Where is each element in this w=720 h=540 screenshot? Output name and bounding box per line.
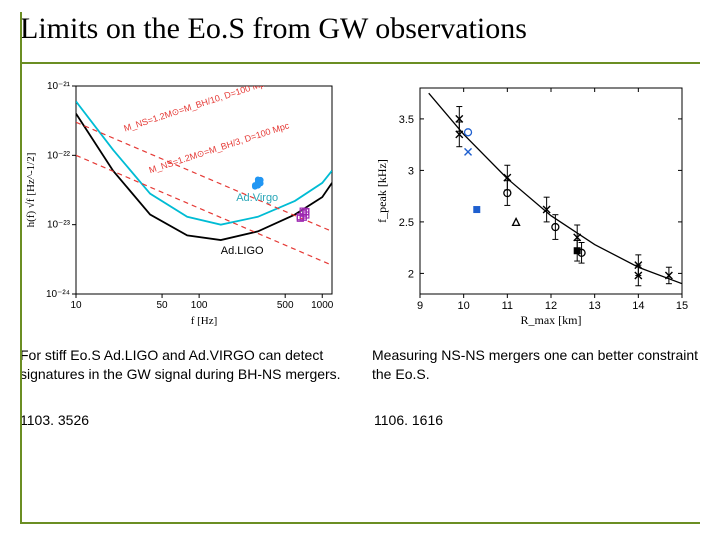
svg-text:9: 9 (417, 300, 423, 312)
right-chart-svg: 9 10 11 12 13 14 15 2 2.5 3 3.5 R_max [km] f_peak [k… (372, 78, 692, 328)
slide-bottom-rule (20, 522, 700, 524)
svg-text:13: 13 (589, 300, 601, 312)
svg-text:10: 10 (458, 300, 470, 312)
svg-text:500: 500 (277, 300, 294, 311)
svg-text:10⁻²³: 10⁻²³ (47, 220, 71, 231)
svg-text:11: 11 (502, 300, 513, 312)
svg-text:10⁻²²: 10⁻²² (47, 150, 71, 161)
svg-text:10⁻²⁴: 10⁻²⁴ (46, 289, 70, 300)
svg-text:Ad.Virgo: Ad.Virgo (236, 192, 278, 204)
svg-text:Ad.LIGO: Ad.LIGO (221, 245, 264, 257)
svg-text:3: 3 (408, 165, 414, 177)
svg-text:2.5: 2.5 (399, 217, 414, 229)
svg-text:10: 10 (70, 300, 82, 311)
svg-text:10⁻²¹: 10⁻²¹ (47, 81, 71, 92)
svg-text:2: 2 (408, 268, 414, 280)
svg-text:h(f) √f [Hz^-1/2]: h(f) √f [Hz^-1/2] (25, 153, 37, 228)
left-caption: For stiff Eo.S Ad.LIGO and Ad.VIRGO can … (20, 346, 348, 384)
svg-text:f_peak [kHz]: f_peak [kHz] (375, 159, 389, 223)
left-chart: 10 50 100 500 1000 10⁻²⁴ 10⁻²³ 10⁻²² 10⁻²¹ f [Hz]… (20, 78, 340, 328)
right-ref: 1106. 1616 (374, 412, 700, 428)
title-rule (20, 62, 700, 64)
svg-text:3.5: 3.5 (399, 114, 414, 126)
right-chart: 9 10 11 12 13 14 15 2 2.5 3 3.5 R_max [km] f_peak [k… (372, 78, 692, 328)
svg-text:12: 12 (545, 300, 557, 312)
right-column: 9 10 11 12 13 14 15 2 2.5 3 3.5 R_max [km] f_peak [k… (372, 78, 700, 428)
svg-text:50: 50 (156, 300, 168, 311)
svg-text:1000: 1000 (311, 300, 334, 311)
left-column: 10 50 100 500 1000 10⁻²⁴ 10⁻²³ 10⁻²² 10⁻²¹ f [Hz]… (20, 78, 348, 428)
slide-title: Limits on the Eo.S from GW observations (20, 12, 700, 52)
svg-text:R_max [km]: R_max [km] (521, 313, 582, 327)
left-ref: 1103. 3526 (20, 412, 348, 428)
svg-text:100: 100 (191, 300, 208, 311)
svg-text:14: 14 (632, 300, 644, 312)
svg-text:f [Hz]: f [Hz] (191, 315, 218, 327)
right-caption: Measuring NS-NS mergers one can better c… (372, 346, 700, 384)
left-chart-svg: 10 50 100 500 1000 10⁻²⁴ 10⁻²³ 10⁻²² 10⁻²¹ f [Hz]… (20, 78, 340, 328)
columns: 10 50 100 500 1000 10⁻²⁴ 10⁻²³ 10⁻²² 10⁻²¹ f [Hz]… (20, 78, 700, 428)
svg-text:15: 15 (676, 300, 688, 312)
